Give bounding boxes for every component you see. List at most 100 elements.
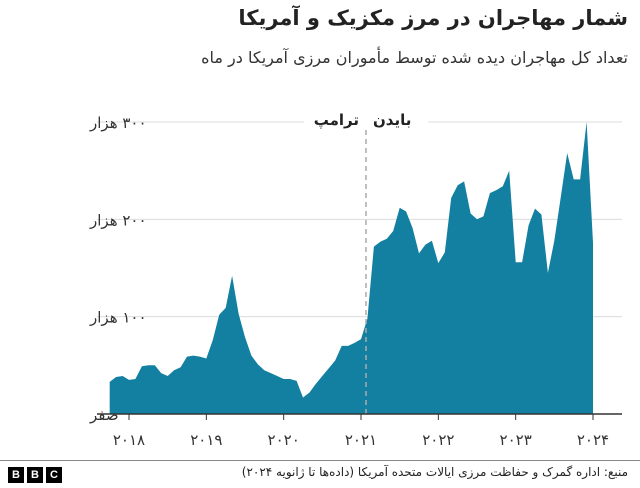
data-point	[147, 364, 150, 367]
data-point	[237, 312, 240, 315]
data-point	[372, 245, 375, 248]
data-point	[398, 206, 401, 209]
data-point	[437, 262, 440, 265]
y-tick-label: صفر	[89, 406, 119, 424]
data-point	[321, 375, 324, 378]
x-tick-label: ۲۰۲۳	[500, 431, 532, 449]
data-point	[508, 169, 511, 172]
trump-label: ترامپ	[314, 111, 359, 129]
data-point	[469, 212, 472, 215]
data-point	[327, 367, 330, 370]
data-point	[488, 192, 491, 195]
data-point	[250, 354, 253, 357]
x-tick-label: ۲۰۱۹	[190, 431, 222, 449]
data-point	[134, 377, 137, 380]
data-point	[340, 344, 343, 347]
x-tick-label: ۲۰۲۱	[345, 431, 377, 449]
data-point	[534, 207, 537, 210]
area-chart: ترامپ بایدن صفر ۱۰۰ هزار ۲۰۰ هزار ۳۰۰ هزار ۲…	[89, 104, 622, 449]
data-point	[353, 341, 356, 344]
source-note: منبع: اداره گمرک و حفاظت مرزی ایالات متح…	[241, 465, 628, 479]
data-point	[173, 369, 176, 372]
data-point	[166, 375, 169, 378]
x-axis: ۲۰۱۸ ۲۰۱۹ ۲۰۲۰ ۲۰۲۱ ۲۰۲۲ ۲۰۲۳ ۲۰۲۴	[97, 413, 622, 449]
footer-divider	[0, 460, 640, 461]
data-point	[128, 378, 131, 381]
data-point	[385, 237, 388, 240]
data-point	[153, 364, 156, 367]
data-point	[546, 271, 549, 274]
data-point	[224, 306, 227, 309]
data-point	[192, 354, 195, 357]
y-tick-label: ۳۰۰ هزار	[89, 114, 147, 132]
data-point	[476, 218, 479, 221]
data-point	[482, 215, 485, 218]
x-tick-label: ۲۰۲۲	[422, 431, 454, 449]
area-series	[109, 122, 594, 414]
data-point	[553, 239, 556, 242]
data-point	[108, 380, 111, 383]
data-point	[140, 365, 143, 368]
data-point	[424, 243, 427, 246]
data-point	[347, 344, 350, 347]
biden-label: بایدن	[373, 111, 411, 129]
data-point	[211, 339, 214, 342]
data-point	[295, 379, 298, 382]
data-point	[244, 336, 247, 339]
data-point	[379, 240, 382, 243]
chart-subtitle: تعداد کل مهاجران دیده شده توسط مأموران م…	[201, 48, 628, 67]
data-point	[218, 313, 221, 316]
data-point	[572, 178, 575, 181]
label-background	[304, 104, 428, 130]
data-point	[579, 178, 582, 181]
data-point	[443, 251, 446, 254]
data-point	[302, 396, 305, 399]
data-point	[592, 241, 595, 244]
data-point	[430, 239, 433, 242]
data-point	[585, 121, 588, 124]
chart-title: شمار مهاجران در مرز مکزیک و آمریکا	[238, 6, 628, 30]
data-point	[463, 180, 466, 183]
data-point	[231, 274, 234, 277]
x-tick-label: ۲۰۲۰	[268, 431, 300, 449]
data-point	[566, 152, 569, 155]
data-point	[521, 261, 524, 264]
data-point	[308, 391, 311, 394]
data-point	[263, 369, 266, 372]
data-point	[514, 261, 517, 264]
data-point	[495, 189, 498, 192]
area-fill	[109, 122, 594, 414]
data-point	[501, 185, 504, 188]
data-point	[276, 375, 279, 378]
y-tick-label: ۲۰۰ هزار	[89, 211, 147, 229]
data-point	[179, 366, 182, 369]
data-point	[392, 230, 395, 233]
y-axis-labels: صفر ۱۰۰ هزار ۲۰۰ هزار ۳۰۰ هزار	[89, 114, 147, 424]
data-point	[160, 372, 163, 375]
y-tick-label: ۱۰۰ هزار	[89, 309, 147, 327]
data-point	[186, 355, 189, 358]
data-point	[418, 252, 421, 255]
data-point	[282, 377, 285, 380]
data-point	[334, 359, 337, 362]
data-point	[559, 195, 562, 198]
data-point	[269, 372, 272, 375]
data-point	[314, 382, 317, 385]
data-point	[411, 227, 414, 230]
x-tick-label: ۲۰۱۸	[113, 431, 145, 449]
data-point	[360, 338, 363, 341]
x-tick-label: ۲۰۲۴	[577, 431, 609, 449]
data-point	[527, 224, 530, 227]
data-point	[405, 210, 408, 213]
data-point	[121, 375, 124, 378]
presidency-divider: ترامپ بایدن	[304, 104, 428, 414]
data-point	[205, 357, 208, 360]
data-point	[198, 355, 201, 358]
data-point	[289, 377, 292, 380]
data-point	[456, 184, 459, 187]
data-point	[115, 376, 118, 379]
data-point	[256, 363, 259, 366]
data-point	[540, 213, 543, 216]
data-point	[450, 196, 453, 199]
